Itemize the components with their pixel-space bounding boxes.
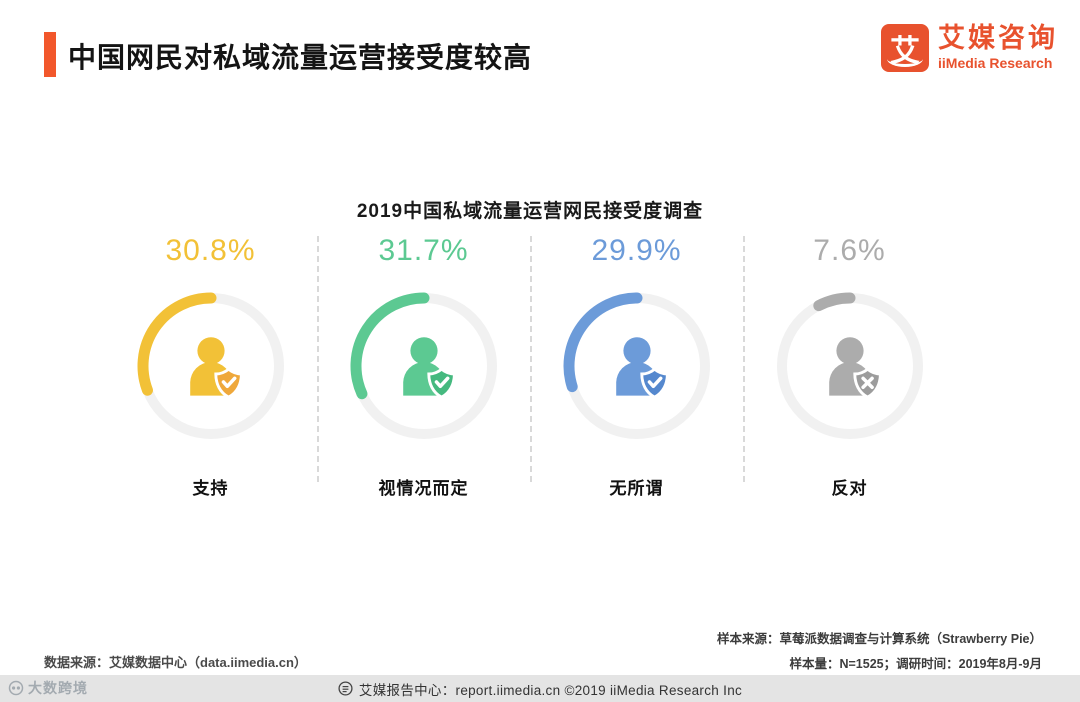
person-icon [615,337,669,399]
category-label: 无所谓 [609,479,664,498]
category-label: 支持 [192,479,229,498]
donut-card-indifferent: 29.9% 无所谓 [530,232,743,499]
logo-swoosh [887,59,923,67]
sample-size-note: 样本量：N=1525；调研时间：2019年8月-9月 [789,657,1042,671]
donut-card-depends: 31.7% 视情况而定 [317,232,530,499]
report-icon [338,681,353,696]
divider-dashed [743,236,745,482]
percent-value: 30.8% [165,234,256,267]
badge-icon [213,367,243,399]
watermark-icon [8,680,24,696]
footer-text: 艾媒报告中心：report.iimedia.cn ©2019 iiMedia R… [358,682,743,698]
badge-icon [852,367,882,399]
divider-dashed [530,236,532,482]
donut-ring-svg [776,292,923,439]
logo-text: 艾媒咨询 iiMedia Research [938,24,1058,71]
donut-ring [557,286,717,446]
iimedia-logo: 艾 艾媒咨询 iiMedia Research [881,24,1058,72]
donut-ring-svg [563,292,710,439]
donut-card-support: 30.8% 支持 [104,232,317,499]
percent-value: 29.9% [591,234,682,267]
watermark: 大数跨境 [8,678,88,698]
watermark-text: 大数跨境 [28,680,88,696]
title-accent-bar [44,32,56,77]
data-source-note: 数据来源：艾媒数据中心（data.iimedia.cn） [44,655,307,670]
brand-name-en: iiMedia Research [938,55,1053,72]
category-label: 视情况而定 [378,479,469,498]
badge-icon [426,367,456,399]
donut-ring [131,286,291,446]
brand-name-cn: 艾媒咨询 [938,23,1058,54]
badge-icon [639,367,669,399]
donut-ring-svg [350,292,497,439]
donut-ring-svg [137,292,284,439]
category-label: 反对 [831,479,868,498]
donut-card-oppose: 7.6% 反对 [743,232,956,499]
footer-bar: 艾媒报告中心：report.iimedia.cn ©2019 iiMedia R… [0,675,1080,702]
person-icon [402,337,456,399]
iimedia-logo-icon: 艾 [881,24,929,72]
percent-value: 31.7% [378,234,469,267]
donut-ring [344,286,504,446]
page-title: 中国网民对私域流量运营接受度较高 [68,42,533,73]
percent-value: 7.6% [813,234,886,267]
chart-title: 2019中国私域流量运营网民接受度调查 [356,201,704,222]
donut-chart-group: 30.8% 支持 [104,232,956,499]
divider-dashed [317,236,319,482]
person-icon [189,337,243,399]
donut-ring [770,286,930,446]
person-icon [828,337,882,399]
sample-source-note: 样本来源：草莓派数据调查与计算系统（Strawberry Pie） [716,632,1042,646]
